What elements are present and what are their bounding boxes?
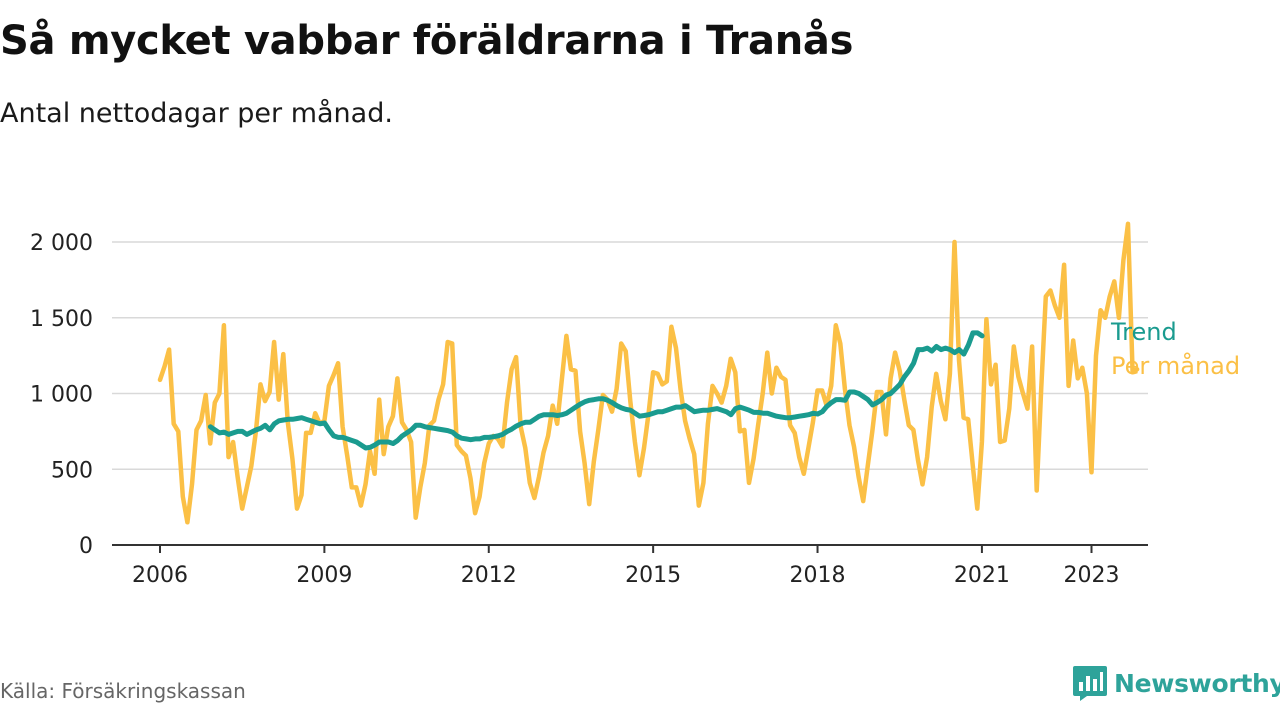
x-tick-label: 2021 xyxy=(954,563,1010,588)
y-tick-label: 2 000 xyxy=(30,231,93,256)
y-tick-label: 500 xyxy=(51,458,93,483)
trend-label: Trend xyxy=(1110,318,1177,346)
source-note: Källa: Försäkringskassan xyxy=(0,679,246,703)
series-labels: Trend Per månad xyxy=(1110,318,1240,380)
brand-logo[interactable]: Newsworthy xyxy=(1072,664,1280,702)
x-tick-label: 2006 xyxy=(132,563,188,588)
trend-series-line xyxy=(207,330,985,451)
chart-title: Så mycket vabbar föräldrarna i Tranås xyxy=(0,18,854,64)
x-axis-ticks: 2006 2009 2012 2015 2018 2021 2023 xyxy=(132,545,1120,588)
x-tick-label: 2018 xyxy=(790,563,846,588)
x-tick-label: 2012 xyxy=(461,563,517,588)
gridlines xyxy=(112,241,1148,470)
x-tick-label: 2009 xyxy=(296,563,352,588)
y-tick-label: 0 xyxy=(79,534,93,559)
series-lines xyxy=(157,221,1140,525)
chart-subtitle: Antal nettodagar per månad. xyxy=(0,98,393,129)
y-tick-label: 1 000 xyxy=(30,383,93,408)
y-axis-ticks: 0 500 1 000 1 500 2 000 xyxy=(30,231,93,559)
x-tick-label: 2015 xyxy=(625,563,681,588)
brand-name: Newsworthy xyxy=(1114,668,1280,698)
bar-chart-speech-bubble-icon xyxy=(1073,666,1107,701)
monthly-series-line xyxy=(157,221,1140,525)
x-tick-label: 2023 xyxy=(1064,563,1120,588)
y-tick-label: 1 500 xyxy=(30,307,93,332)
monthly-label: Per månad xyxy=(1111,351,1240,380)
